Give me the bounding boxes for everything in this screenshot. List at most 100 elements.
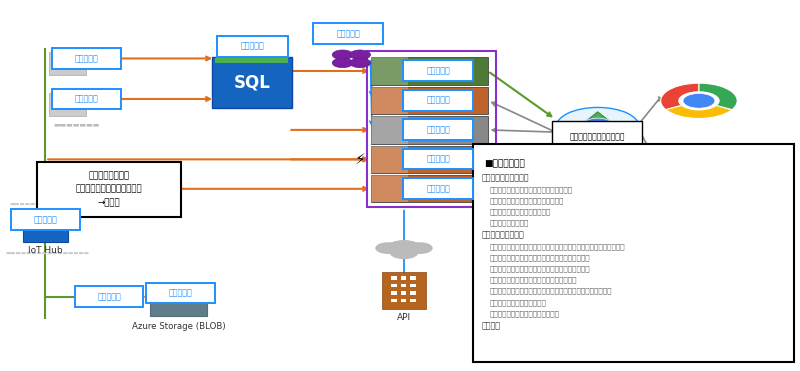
FancyBboxPatch shape bbox=[371, 175, 407, 203]
FancyBboxPatch shape bbox=[391, 276, 397, 280]
FancyBboxPatch shape bbox=[693, 170, 698, 173]
Text: SQL Database: SQL Database bbox=[220, 49, 283, 58]
FancyBboxPatch shape bbox=[391, 291, 397, 295]
FancyBboxPatch shape bbox=[693, 164, 698, 167]
FancyBboxPatch shape bbox=[212, 57, 291, 108]
FancyBboxPatch shape bbox=[699, 167, 704, 170]
FancyBboxPatch shape bbox=[391, 299, 397, 302]
Circle shape bbox=[386, 240, 422, 256]
FancyBboxPatch shape bbox=[371, 58, 407, 85]
FancyBboxPatch shape bbox=[371, 58, 489, 85]
FancyBboxPatch shape bbox=[403, 60, 474, 81]
FancyBboxPatch shape bbox=[53, 89, 121, 109]
FancyBboxPatch shape bbox=[401, 276, 406, 280]
FancyBboxPatch shape bbox=[371, 116, 489, 144]
Circle shape bbox=[678, 91, 720, 111]
FancyBboxPatch shape bbox=[11, 209, 79, 230]
Text: ▬▬▬▬▬▬▬: ▬▬▬▬▬▬▬ bbox=[54, 122, 99, 128]
Text: ・: ・ bbox=[490, 186, 574, 193]
FancyBboxPatch shape bbox=[706, 164, 710, 167]
Text: ・　　　　　の設計: ・ の設計 bbox=[482, 230, 525, 239]
Circle shape bbox=[556, 108, 639, 146]
FancyBboxPatch shape bbox=[50, 93, 86, 115]
FancyBboxPatch shape bbox=[403, 90, 474, 111]
FancyBboxPatch shape bbox=[552, 121, 642, 152]
Circle shape bbox=[350, 58, 370, 68]
Ellipse shape bbox=[151, 284, 206, 292]
Text: ・: ・ bbox=[490, 299, 547, 306]
FancyBboxPatch shape bbox=[391, 284, 397, 288]
FancyBboxPatch shape bbox=[371, 146, 489, 173]
Circle shape bbox=[683, 93, 715, 108]
FancyBboxPatch shape bbox=[371, 175, 489, 203]
FancyBboxPatch shape bbox=[410, 284, 416, 288]
Text: リリース済: リリース済 bbox=[241, 42, 264, 51]
Circle shape bbox=[51, 218, 58, 221]
Text: Azure Storage (BLOB): Azure Storage (BLOB) bbox=[131, 322, 225, 331]
Wedge shape bbox=[666, 101, 732, 118]
FancyBboxPatch shape bbox=[215, 59, 288, 63]
FancyBboxPatch shape bbox=[53, 48, 121, 69]
FancyBboxPatch shape bbox=[403, 178, 474, 199]
Text: ・: ・ bbox=[490, 219, 530, 226]
FancyBboxPatch shape bbox=[686, 167, 691, 170]
FancyBboxPatch shape bbox=[23, 219, 67, 242]
Wedge shape bbox=[661, 83, 699, 110]
Circle shape bbox=[407, 242, 433, 254]
FancyBboxPatch shape bbox=[706, 170, 710, 173]
FancyBboxPatch shape bbox=[401, 299, 406, 302]
Text: リリース済: リリース済 bbox=[34, 215, 57, 224]
Text: リリース済: リリース済 bbox=[426, 66, 450, 75]
Circle shape bbox=[350, 50, 370, 60]
Text: リリース済: リリース済 bbox=[426, 155, 450, 164]
Circle shape bbox=[332, 58, 353, 68]
Circle shape bbox=[31, 213, 59, 226]
Text: API: API bbox=[397, 312, 411, 322]
FancyBboxPatch shape bbox=[371, 87, 489, 114]
FancyBboxPatch shape bbox=[410, 291, 416, 295]
FancyBboxPatch shape bbox=[473, 144, 794, 362]
FancyBboxPatch shape bbox=[382, 272, 426, 309]
Text: ・その他: ・その他 bbox=[482, 321, 501, 330]
Text: リリース済: リリース済 bbox=[336, 29, 360, 38]
Text: ・: ・ bbox=[490, 277, 578, 283]
Text: リリース済: リリース済 bbox=[426, 125, 450, 134]
Text: Application Gateway: Application Gateway bbox=[554, 152, 642, 161]
Text: ・: ・ bbox=[490, 197, 565, 204]
FancyBboxPatch shape bbox=[401, 284, 406, 288]
Text: ・: ・ bbox=[490, 310, 560, 316]
FancyBboxPatch shape bbox=[401, 291, 406, 295]
FancyBboxPatch shape bbox=[313, 23, 383, 44]
Text: ・: ・ bbox=[490, 255, 590, 261]
FancyBboxPatch shape bbox=[371, 146, 407, 173]
FancyBboxPatch shape bbox=[410, 276, 416, 280]
Text: ・: ・ bbox=[490, 288, 613, 295]
FancyBboxPatch shape bbox=[371, 87, 407, 114]
FancyBboxPatch shape bbox=[218, 36, 287, 57]
Text: ・: ・ bbox=[490, 244, 626, 250]
Circle shape bbox=[332, 50, 353, 60]
FancyBboxPatch shape bbox=[686, 173, 691, 175]
Text: ・: ・ bbox=[490, 209, 551, 215]
Text: ⚡: ⚡ bbox=[354, 152, 366, 167]
FancyBboxPatch shape bbox=[50, 52, 86, 75]
Text: 本番上には未設置
手元サブスク上で動作確認中
→様子見: 本番上には未設置 手元サブスク上で動作確認中 →様子見 bbox=[76, 171, 142, 207]
FancyBboxPatch shape bbox=[146, 283, 215, 303]
FancyBboxPatch shape bbox=[699, 173, 704, 175]
Text: ▬▬▬▬▬▬▬▬▬▬▬▬▬▬▬▬: ▬▬▬▬▬▬▬▬▬▬▬▬▬▬▬▬ bbox=[6, 251, 90, 256]
Text: SQL: SQL bbox=[234, 73, 270, 91]
Text: リリース済: リリース済 bbox=[426, 96, 450, 105]
FancyBboxPatch shape bbox=[74, 286, 143, 307]
Text: リリース済: リリース済 bbox=[75, 95, 98, 104]
FancyBboxPatch shape bbox=[38, 161, 181, 217]
FancyBboxPatch shape bbox=[150, 288, 207, 316]
Text: IoT Hub: IoT Hub bbox=[28, 246, 62, 255]
Circle shape bbox=[375, 242, 401, 254]
Text: ■直近のタスク: ■直近のタスク bbox=[484, 159, 525, 168]
Circle shape bbox=[32, 218, 40, 221]
Text: リリース済: リリース済 bbox=[169, 289, 193, 298]
Polygon shape bbox=[570, 112, 626, 134]
Text: リリース済: リリース済 bbox=[97, 292, 121, 301]
Text: 本稼働用システムでは設置: 本稼働用システムでは設置 bbox=[570, 132, 625, 141]
FancyBboxPatch shape bbox=[678, 149, 720, 184]
